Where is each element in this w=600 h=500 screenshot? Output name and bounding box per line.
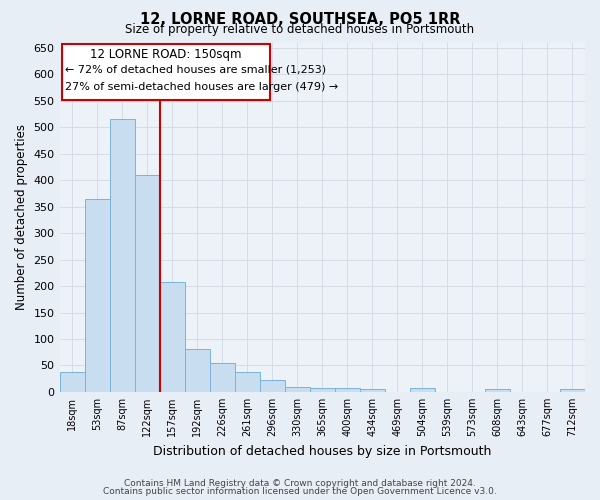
- Bar: [360, 390, 385, 392]
- Text: 12, LORNE ROAD, SOUTHSEA, PO5 1RR: 12, LORNE ROAD, SOUTHSEA, PO5 1RR: [140, 12, 460, 28]
- Bar: [235, 372, 260, 392]
- Text: Contains HM Land Registry data © Crown copyright and database right 2024.: Contains HM Land Registry data © Crown c…: [124, 478, 476, 488]
- Bar: [560, 390, 585, 392]
- Y-axis label: Number of detached properties: Number of detached properties: [15, 124, 28, 310]
- Bar: [310, 388, 335, 392]
- Bar: [110, 120, 134, 392]
- Bar: [285, 386, 310, 392]
- Text: ← 72% of detached houses are smaller (1,253): ← 72% of detached houses are smaller (1,…: [65, 64, 326, 74]
- Bar: [160, 282, 185, 392]
- Text: 27% of semi-detached houses are larger (479) →: 27% of semi-detached houses are larger (…: [65, 82, 338, 92]
- Bar: [59, 372, 85, 392]
- Bar: [335, 388, 360, 392]
- Text: 12 LORNE ROAD: 150sqm: 12 LORNE ROAD: 150sqm: [90, 48, 242, 60]
- Bar: [485, 390, 510, 392]
- Text: Contains public sector information licensed under the Open Government Licence v3: Contains public sector information licen…: [103, 487, 497, 496]
- FancyBboxPatch shape: [62, 44, 269, 100]
- Bar: [209, 363, 235, 392]
- Bar: [134, 175, 160, 392]
- Bar: [85, 198, 110, 392]
- Text: Size of property relative to detached houses in Portsmouth: Size of property relative to detached ho…: [125, 22, 475, 36]
- Bar: [185, 348, 209, 392]
- Bar: [260, 380, 285, 392]
- Bar: [410, 388, 435, 392]
- X-axis label: Distribution of detached houses by size in Portsmouth: Distribution of detached houses by size …: [153, 444, 491, 458]
